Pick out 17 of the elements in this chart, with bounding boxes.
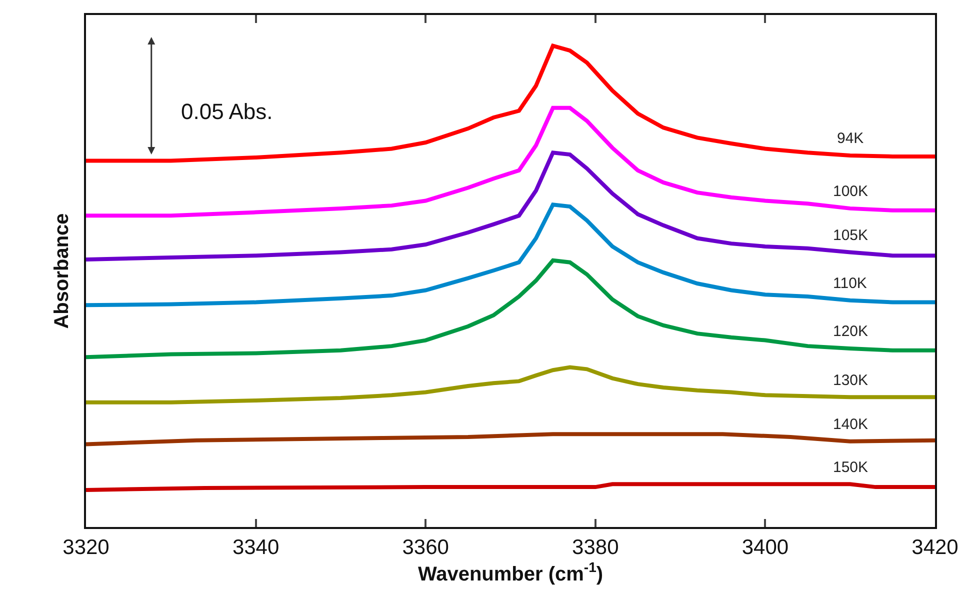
y-axis-title: Absorbance bbox=[51, 213, 73, 329]
series-label: 94K bbox=[837, 130, 864, 147]
x-tick-label: 3420 bbox=[912, 536, 958, 560]
x-tick-label: 3380 bbox=[572, 536, 619, 560]
x-axis-title: Wavenumber (cm$^{-1}$) bbox=[418, 559, 604, 586]
x-tick-label: 3320 bbox=[62, 536, 110, 560]
series-label: 140K bbox=[833, 416, 868, 433]
annotation: 0.05 Abs. bbox=[181, 99, 273, 124]
series-label: 120K bbox=[833, 323, 868, 340]
series-label: 150K bbox=[833, 459, 868, 476]
x-tick-label: 3400 bbox=[742, 536, 789, 560]
series-label: 105K bbox=[833, 227, 868, 244]
series-label: 100K bbox=[833, 183, 868, 200]
series-label: 130K bbox=[833, 372, 868, 389]
x-tick-label: 3340 bbox=[232, 536, 280, 560]
series-label: 110K bbox=[833, 275, 867, 292]
x-tick-label: 3360 bbox=[402, 536, 449, 560]
